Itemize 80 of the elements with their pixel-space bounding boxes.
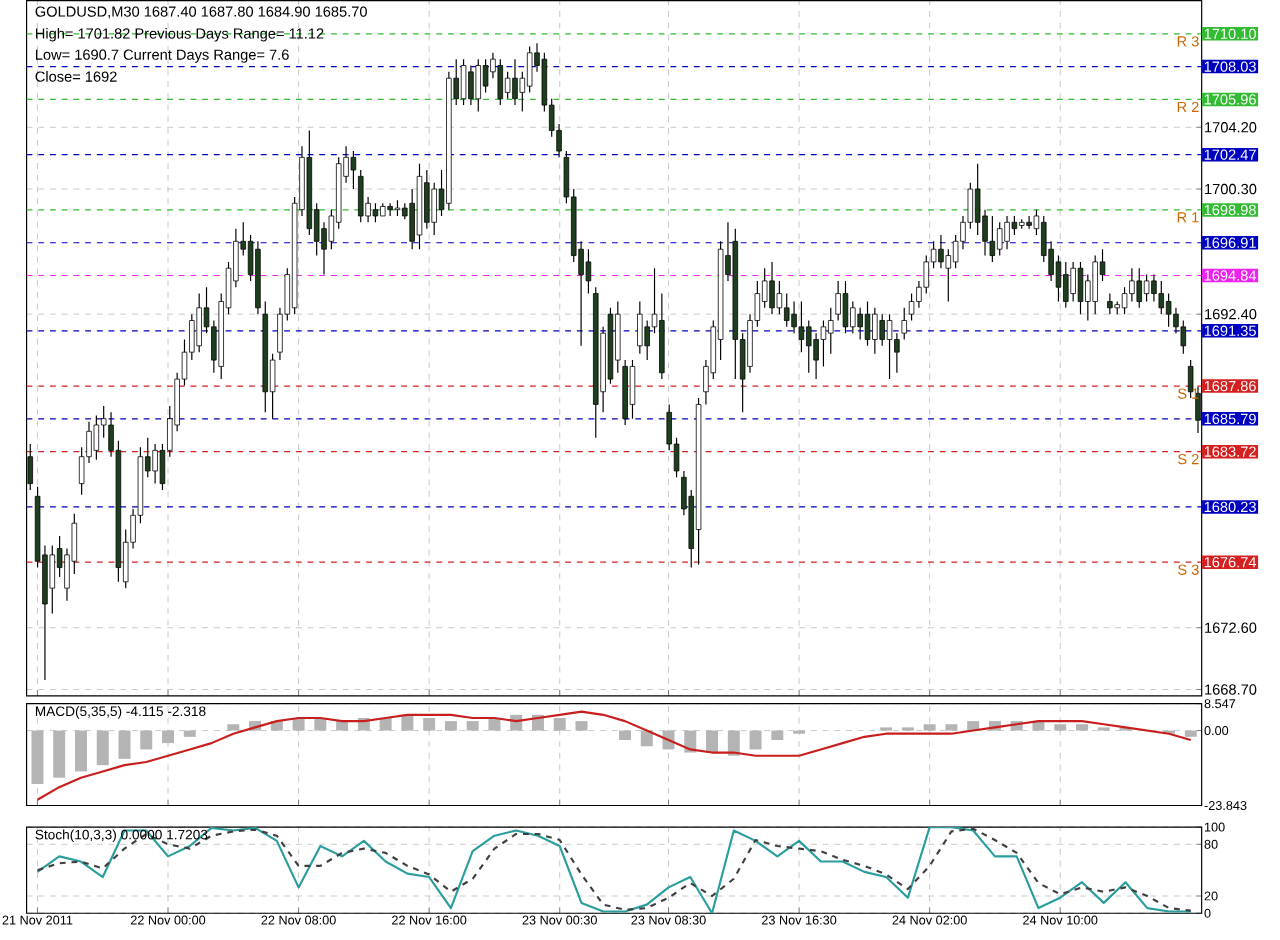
candlestick (857, 306, 863, 340)
candlestick (1092, 254, 1098, 315)
candlestick (835, 280, 841, 321)
candlestick (93, 414, 100, 461)
bar (183, 730, 196, 737)
bar (379, 717, 392, 731)
candlestick (1063, 260, 1069, 309)
bar (706, 730, 719, 753)
bar (771, 730, 784, 740)
bar (619, 730, 631, 740)
candlestick (306, 129, 313, 236)
candlestick (475, 58, 481, 112)
candlestick (695, 397, 702, 565)
candlestick (629, 359, 636, 419)
bar (314, 717, 327, 731)
candlestick (431, 181, 437, 236)
candlestick (255, 240, 261, 315)
bar (292, 717, 305, 731)
bar (967, 720, 980, 731)
candlestick (769, 260, 775, 315)
candlestick (659, 292, 665, 380)
candlestick (813, 332, 819, 380)
candlestick (387, 202, 393, 217)
candlestick (593, 286, 599, 438)
bar (140, 730, 153, 750)
candlestick (989, 215, 996, 263)
candlestick (828, 306, 834, 355)
candlestick (938, 234, 944, 269)
candlestick (806, 319, 812, 374)
bar (423, 717, 436, 731)
candlestick (196, 292, 202, 353)
candlestick (468, 64, 474, 106)
candlestick (1151, 273, 1157, 302)
bar (945, 723, 958, 731)
candlestick (152, 443, 158, 484)
bar (466, 720, 479, 731)
candlestick (262, 300, 269, 413)
bar (553, 717, 566, 731)
candlestick (1070, 260, 1076, 302)
bar (227, 723, 240, 731)
candlestick (1077, 260, 1084, 315)
candlestick (1158, 280, 1165, 315)
bar (75, 730, 87, 772)
candlestick (416, 162, 423, 250)
bar (1184, 730, 1197, 737)
candlestick (512, 58, 518, 106)
bar (444, 720, 457, 731)
candlestick (776, 280, 783, 315)
bar (575, 720, 588, 731)
bar (118, 730, 131, 759)
bar (923, 723, 936, 731)
candlestick (872, 306, 878, 355)
candlestick (1129, 267, 1135, 302)
bar (488, 717, 501, 731)
candlestick (732, 227, 739, 380)
candlestick (637, 300, 643, 355)
bar (749, 730, 762, 750)
candlestick (644, 319, 650, 361)
candlestick (842, 280, 849, 334)
candlestick (996, 221, 1003, 256)
candlestick (446, 70, 452, 210)
candlestick (424, 169, 430, 229)
candlestick (1019, 218, 1025, 229)
candlestick (1107, 292, 1113, 315)
candlestick (798, 300, 805, 353)
candlestick (1165, 292, 1172, 328)
candlestick (1026, 215, 1032, 229)
candlestick (350, 150, 357, 190)
bar (53, 730, 66, 778)
candlestick (886, 313, 893, 380)
candlestick (1136, 267, 1142, 309)
bar (336, 720, 349, 731)
bar (162, 730, 175, 743)
bar (96, 730, 109, 765)
candlestick (1004, 215, 1010, 250)
candlestick (791, 300, 797, 334)
candlestick (1114, 300, 1120, 315)
candlestick (864, 300, 871, 347)
candlestick (783, 292, 790, 328)
bar (1075, 723, 1088, 731)
